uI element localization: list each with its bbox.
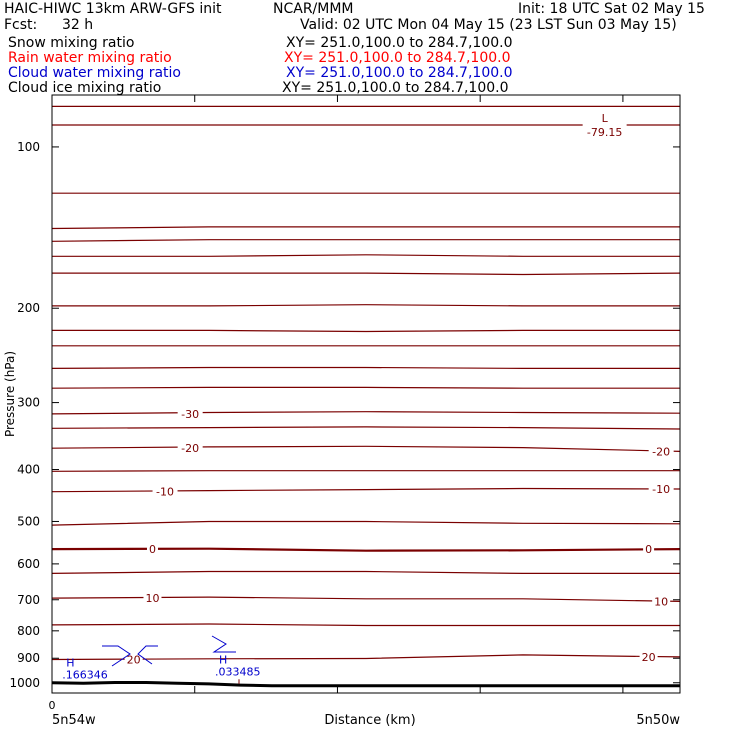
y-tick-label: 100	[17, 140, 40, 154]
x-axis-label: Distance (km)	[324, 713, 415, 728]
isotherm-line	[51, 470, 680, 472]
isotherm-label: -20	[652, 445, 670, 458]
isotherm-label: 0	[149, 543, 156, 556]
y-tick-label: 900	[17, 651, 40, 665]
isotherm-label-bg	[152, 485, 178, 498]
cloud-water-contour	[137, 645, 158, 665]
isotherm-line	[51, 570, 680, 575]
agency-title: NCAR/MMM	[273, 1, 354, 17]
y-tick-label: 1000	[9, 676, 40, 690]
low-marker-value: -79.15	[587, 126, 622, 139]
isotherm-label: 20	[127, 654, 141, 667]
isotherm-label-bg	[143, 592, 162, 605]
isotherm-line	[51, 520, 681, 526]
isotherm-label: -30	[181, 408, 199, 421]
y-tick-label: 800	[17, 624, 40, 638]
isotherm-label: 20	[642, 651, 656, 664]
x-end-label: 5n50w	[636, 713, 680, 728]
field-xy-rain: XY= 251.0,100.0 to 284.7,100.0	[284, 50, 511, 66]
field-name-cloud-ice: Cloud ice mixing ratio	[8, 80, 162, 96]
y-tick-label: 500	[17, 514, 40, 528]
cloud-water-contour	[102, 645, 131, 667]
isotherm-label: 0	[645, 543, 652, 556]
plot-header: HAIC-HIWC 13km ARW-GFS init NCAR/MMM Ini…	[0, 0, 740, 100]
field-name-snow: Snow mixing ratio	[8, 35, 135, 51]
isotherm-label: -10	[652, 483, 670, 496]
field-name-cloud-water: Cloud water mixing ratio	[8, 65, 181, 81]
isotherm-line	[51, 623, 680, 627]
y-tick-label: 400	[17, 463, 40, 477]
isotherm-line	[52, 329, 680, 333]
isotherm-line	[51, 654, 681, 661]
cloud-water-high-value: .033485	[215, 666, 260, 679]
isotherm-line	[52, 304, 680, 307]
isotherm-label: 10	[654, 595, 668, 608]
isotherm-label-bg	[177, 407, 203, 420]
y-axis-label: Pressure (hPa)	[3, 351, 17, 437]
low-marker-symbol: L	[602, 112, 609, 125]
isotherm-line	[51, 411, 681, 415]
field-xy-cloud-water: XY= 251.0,100.0 to 284.7,100.0	[286, 65, 513, 81]
cloud-water-contour	[211, 635, 236, 653]
isotherm-label: -20	[181, 442, 199, 455]
isotherm-label-bg	[648, 483, 674, 496]
forecast-hour: 32 h	[62, 17, 94, 33]
field-xy-cloud-ice: XY= 251.0,100.0 to 284.7,100.0	[282, 80, 509, 96]
isotherm-line	[51, 226, 680, 230]
isotherm-line	[51, 239, 680, 242]
low-marker-bg	[582, 111, 627, 138]
x-origin-label: 0	[49, 699, 56, 712]
isotherm-line	[51, 386, 680, 389]
field-xy-snow: XY= 251.0,100.0 to 284.7,100.0	[286, 35, 513, 51]
isotherm-line	[51, 547, 681, 552]
valid-time: Valid: 02 UTC Mon 04 May 15 (23 LST Sun …	[300, 17, 677, 33]
y-tick-label: 300	[17, 396, 40, 410]
isotherm-line	[51, 366, 680, 369]
isotherm-label-bg	[146, 543, 158, 556]
isotherm-line	[51, 445, 681, 452]
model-title: HAIC-HIWC 13km ARW-GFS init	[4, 1, 222, 17]
y-tick-label: 600	[17, 557, 40, 571]
cloud-water-high-symbol: H	[66, 657, 74, 670]
isotherm-label-bg	[639, 650, 658, 663]
isotherm-line	[51, 426, 681, 430]
forecast-label: Fcst:	[4, 17, 38, 33]
x-start-label: 5n54w	[52, 713, 96, 728]
field-name-rain: Rain water mixing ratio	[8, 50, 172, 66]
plot-frame	[51, 94, 681, 694]
isotherm-label: 10	[145, 592, 159, 605]
terrain-line	[51, 681, 680, 688]
init-time: Init: 18 UTC Sat 02 May 15	[518, 1, 705, 17]
isotherm-label-bg	[177, 442, 203, 455]
isotherm-line	[51, 487, 681, 493]
isotherm-label-bg	[124, 653, 143, 666]
isotherm-label-bg	[643, 543, 655, 556]
cloud-water-high-symbol: H	[219, 654, 227, 667]
isotherm-line	[52, 254, 680, 257]
isotherm-label-bg	[648, 445, 674, 458]
isotherm-line	[51, 596, 681, 602]
isotherm-label-bg	[652, 595, 671, 608]
y-tick-label: 200	[17, 301, 40, 315]
isotherm-line	[52, 272, 681, 276]
isotherm-label: -10	[156, 486, 174, 499]
cloud-water-high-value: .166346	[62, 669, 108, 682]
y-tick-label: 700	[17, 593, 40, 607]
